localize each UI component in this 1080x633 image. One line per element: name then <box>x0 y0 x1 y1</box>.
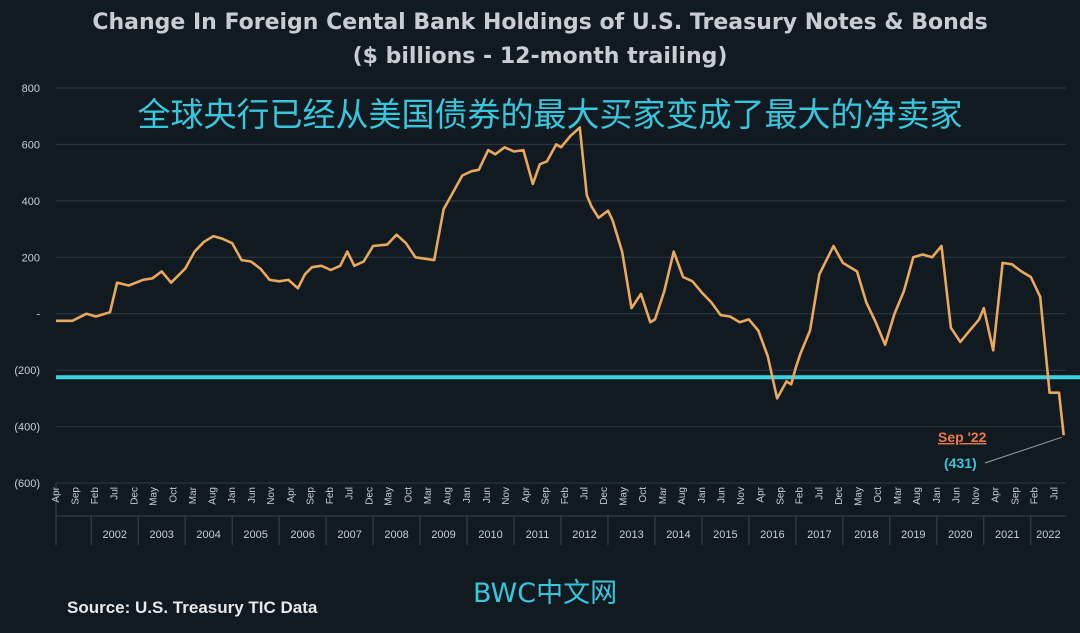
year-label: 2018 <box>854 529 878 541</box>
month-tick-label: Jun <box>482 487 493 503</box>
overlay-caption: 全球央行已经从美国债券的最大买家变成了最大的净卖家 <box>137 95 963 134</box>
month-tick-label: Mar <box>893 486 904 504</box>
month-tick-label: Aug <box>207 487 218 505</box>
month-tick-label: Sep <box>306 487 317 505</box>
source-note: Source: U.S. Treasury TIC Data <box>67 598 318 617</box>
month-tick-label: Apr <box>756 486 767 502</box>
year-label: 2016 <box>760 529 784 541</box>
month-tick-label: Jan <box>932 487 943 503</box>
year-label: 2002 <box>102 529 126 541</box>
year-label: 2021 <box>995 529 1019 541</box>
annotation-value: (431) <box>944 455 977 471</box>
year-label: 2012 <box>572 529 596 541</box>
year-label: 2008 <box>384 529 408 541</box>
y-tick-label: 800 <box>22 83 40 95</box>
month-tick-label: Oct <box>638 487 649 503</box>
month-tick-label: Aug <box>442 487 453 505</box>
year-label: 2014 <box>666 529 690 541</box>
series-line <box>56 126 1065 436</box>
year-label: 2013 <box>619 529 643 541</box>
year-label: 2004 <box>196 529 220 541</box>
month-tick-label: Feb <box>795 487 806 505</box>
year-label: 2003 <box>149 529 173 541</box>
month-tick-label: Apr <box>286 486 297 502</box>
month-tick-label: May <box>149 487 160 506</box>
month-tick-label: Sep <box>71 487 82 505</box>
y-tick-label: 400 <box>22 196 40 208</box>
month-tick-label: Dec <box>364 487 375 505</box>
month-tick-label: Aug <box>912 487 923 505</box>
month-tick-label: Jan <box>697 487 708 503</box>
y-tick-label: 200 <box>22 252 40 264</box>
year-label: 2015 <box>713 529 737 541</box>
month-tick-label: Jul <box>814 487 825 500</box>
y-axis-ticks: 800 600 400 200 - (200) (400) (600) <box>14 83 40 490</box>
month-tick-label: Apr <box>521 486 532 502</box>
month-tick-label: Jul <box>110 487 121 500</box>
month-tick-label: May <box>384 487 395 506</box>
month-tick-label: Mar <box>188 486 199 504</box>
y-tick-label: 600 <box>22 139 40 151</box>
year-label: 2017 <box>807 529 831 541</box>
annotation-leader <box>984 436 1062 464</box>
month-tick-label: Oct <box>168 487 179 503</box>
y-tick-label: - <box>36 309 40 321</box>
month-tick-label: Apr <box>51 486 62 502</box>
chart-subtitle: ($ billions - 12-month trailing) <box>352 44 728 69</box>
month-tick-label: Oct <box>873 487 884 503</box>
month-tick-label: Feb <box>325 487 336 505</box>
month-tick-label: Aug <box>677 487 688 505</box>
year-label: 2005 <box>243 529 267 541</box>
month-tick-label: Jun <box>717 487 728 503</box>
year-label: 2009 <box>431 529 455 541</box>
month-tick-label: Nov <box>501 487 512 505</box>
month-tick-label: Feb <box>560 487 571 505</box>
month-tick-label: Dec <box>599 487 610 505</box>
month-tick-label: Dec <box>129 487 140 505</box>
month-tick-label: Nov <box>971 487 982 505</box>
y-tick-label: (400) <box>14 422 40 434</box>
year-label: 2019 <box>901 529 925 541</box>
month-tick-label: Feb <box>1030 487 1041 505</box>
year-label: 2022 <box>1036 529 1060 541</box>
month-tick-label: Jan <box>227 487 238 503</box>
year-label: 2011 <box>526 529 550 541</box>
month-tick-label: May <box>618 487 629 506</box>
month-tick-label: May <box>853 487 864 506</box>
month-tick-label: Apr <box>991 486 1002 502</box>
month-tick-label: Sep <box>775 487 786 505</box>
month-tick-label: Jun <box>247 487 258 503</box>
month-tick-label: Feb <box>90 487 101 505</box>
month-tick-label: Jan <box>462 487 473 503</box>
month-tick-label: Dec <box>834 487 845 505</box>
month-tick-label: Jul <box>579 487 590 500</box>
year-label: 2006 <box>290 529 314 541</box>
month-tick-label: Jul <box>1049 487 1060 500</box>
month-tick-label: Nov <box>266 487 277 505</box>
month-tick-label: Sep <box>1010 487 1021 505</box>
month-tick-label: Sep <box>540 487 551 505</box>
month-tick-label: Mar <box>658 486 669 504</box>
chart-title: Change In Foreign Cental Bank Holdings o… <box>92 10 988 35</box>
grid-lines <box>56 87 1066 484</box>
month-tick-label: Oct <box>403 487 414 503</box>
year-label: 2020 <box>948 529 972 541</box>
y-tick-label: (600) <box>14 478 40 490</box>
year-label: 2007 <box>337 529 361 541</box>
annotation-date: Sep '22 <box>938 429 987 445</box>
month-tick-label: Jun <box>952 487 963 503</box>
year-label: 2010 <box>478 529 502 541</box>
month-tick-label: Jul <box>345 487 356 500</box>
x-axis: Apr Sep Feb Jul Dec May Oct Mar Aug Jan Jun Nov Apr S… <box>51 483 1066 545</box>
watermark: BWC中文网 <box>473 578 618 609</box>
month-tick-label: Nov <box>736 487 747 505</box>
month-tick-label: Mar <box>423 486 434 504</box>
y-tick-label: (200) <box>14 365 40 377</box>
